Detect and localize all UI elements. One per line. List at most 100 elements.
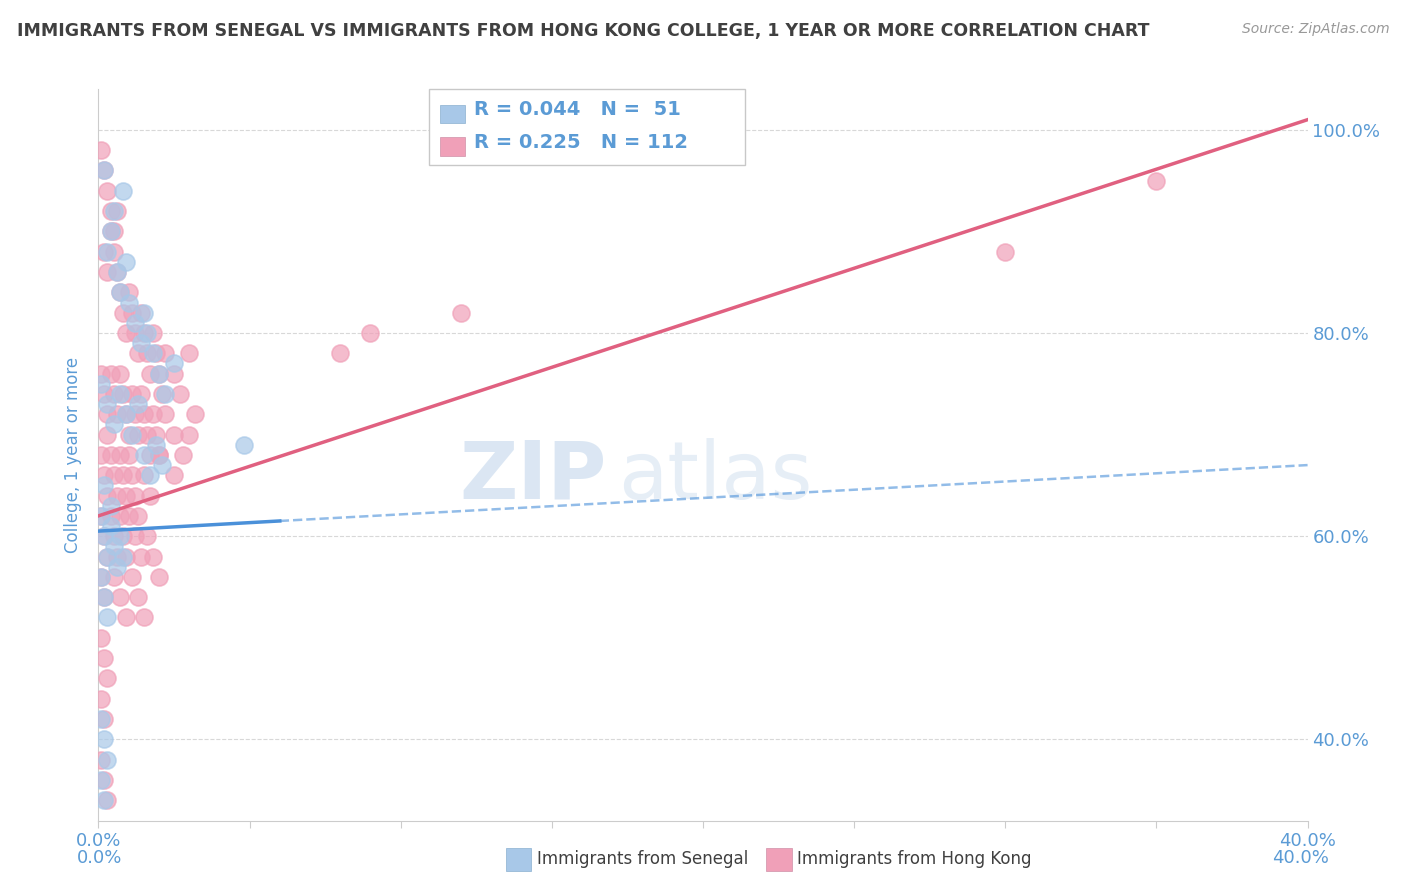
Text: IMMIGRANTS FROM SENEGAL VS IMMIGRANTS FROM HONG KONG COLLEGE, 1 YEAR OR MORE COR: IMMIGRANTS FROM SENEGAL VS IMMIGRANTS FR… — [17, 22, 1149, 40]
Point — [132, 407, 155, 421]
Point — [93, 244, 115, 259]
Point — [93, 387, 115, 401]
Point — [93, 163, 115, 178]
Point — [90, 143, 112, 157]
Text: Immigrants from Hong Kong: Immigrants from Hong Kong — [797, 850, 1032, 869]
Point — [150, 387, 173, 401]
Point — [132, 326, 155, 340]
Point — [124, 316, 146, 330]
Point — [103, 224, 125, 238]
Point — [163, 356, 186, 371]
Point — [118, 448, 141, 462]
Point — [96, 489, 118, 503]
Point — [93, 468, 115, 483]
Point — [129, 336, 152, 351]
Point — [90, 631, 112, 645]
Point — [179, 427, 201, 442]
Text: Source: ZipAtlas.com: Source: ZipAtlas.com — [1241, 22, 1389, 37]
Point — [108, 367, 131, 381]
Point — [90, 367, 112, 381]
Point — [135, 346, 157, 360]
Point — [108, 285, 131, 300]
Point — [129, 549, 152, 564]
Point — [148, 367, 170, 381]
Point — [124, 326, 146, 340]
Point — [148, 570, 170, 584]
Point — [111, 306, 134, 320]
Point — [329, 346, 352, 360]
Point — [96, 672, 118, 686]
Point — [108, 590, 131, 604]
Point — [100, 224, 122, 238]
Point — [132, 306, 155, 320]
Point — [96, 427, 118, 442]
Point — [127, 346, 149, 360]
Point — [90, 712, 112, 726]
Point — [96, 793, 118, 807]
Point — [111, 468, 134, 483]
Point — [111, 549, 134, 564]
Point — [90, 772, 112, 787]
Point — [129, 306, 152, 320]
Point — [100, 367, 122, 381]
Point — [90, 508, 112, 523]
Point — [111, 184, 134, 198]
Point — [93, 590, 115, 604]
Point — [121, 468, 143, 483]
Point — [93, 478, 115, 492]
Point — [145, 427, 167, 442]
Text: 40.0%: 40.0% — [1272, 849, 1329, 867]
Point — [93, 732, 115, 747]
Point — [994, 244, 1017, 259]
Point — [118, 295, 141, 310]
Point — [153, 407, 176, 421]
Point — [96, 184, 118, 198]
Point — [105, 549, 128, 564]
Point — [105, 489, 128, 503]
Text: R = 0.225   N = 112: R = 0.225 N = 112 — [474, 133, 688, 152]
Point — [105, 559, 128, 574]
Text: atlas: atlas — [619, 438, 813, 516]
Point — [96, 407, 118, 421]
Point — [103, 529, 125, 543]
Point — [100, 204, 122, 219]
Point — [103, 570, 125, 584]
Point — [145, 438, 167, 452]
Point — [114, 610, 136, 624]
Point — [121, 427, 143, 442]
Point — [90, 570, 112, 584]
Point — [127, 427, 149, 442]
Point — [169, 387, 191, 401]
Point — [96, 549, 118, 564]
Point — [163, 468, 186, 483]
Point — [145, 346, 167, 360]
Point — [100, 499, 122, 513]
Point — [121, 306, 143, 320]
Point — [139, 448, 162, 462]
Point — [111, 529, 134, 543]
Point — [108, 448, 131, 462]
Point — [105, 265, 128, 279]
Point — [232, 438, 254, 452]
Point — [96, 549, 118, 564]
Point — [127, 508, 149, 523]
Point — [93, 712, 115, 726]
Point — [148, 448, 170, 462]
Point — [103, 468, 125, 483]
Point — [100, 519, 122, 533]
Point — [93, 529, 115, 543]
Point — [103, 204, 125, 219]
Point — [121, 570, 143, 584]
Point — [100, 508, 122, 523]
Point — [103, 417, 125, 432]
Point — [139, 367, 162, 381]
Point — [114, 489, 136, 503]
Point — [114, 407, 136, 421]
Point — [90, 691, 112, 706]
Point — [148, 367, 170, 381]
Point — [135, 326, 157, 340]
Point — [153, 346, 176, 360]
Point — [96, 244, 118, 259]
Text: Immigrants from Senegal: Immigrants from Senegal — [537, 850, 748, 869]
Point — [129, 387, 152, 401]
